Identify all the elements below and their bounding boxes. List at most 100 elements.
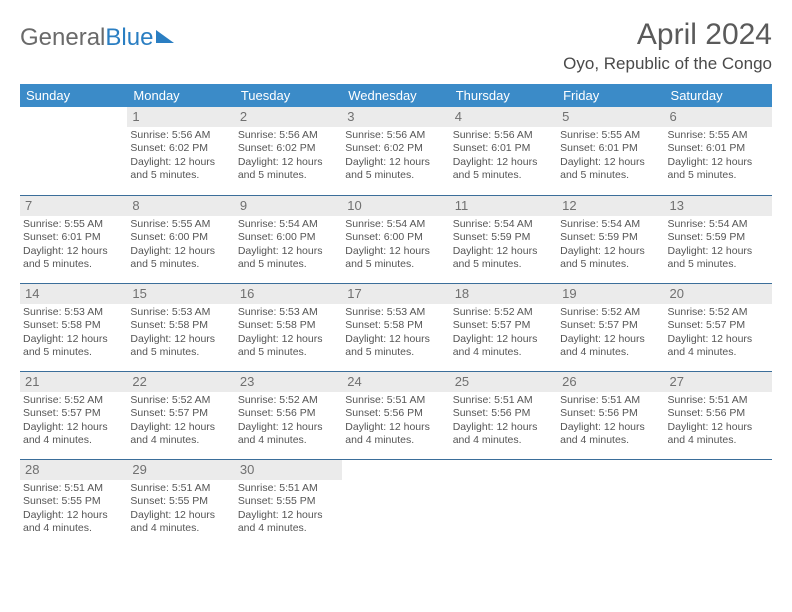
sunset-line: Sunset: 5:59 PM: [668, 231, 769, 244]
day-number: 30: [235, 460, 342, 480]
calendar-cell: [20, 107, 127, 195]
calendar-cell: 12Sunrise: 5:54 AMSunset: 5:59 PMDayligh…: [557, 195, 664, 283]
sunrise-line: Sunrise: 5:54 AM: [345, 218, 446, 231]
day-details: Sunrise: 5:52 AMSunset: 5:57 PMDaylight:…: [450, 304, 557, 363]
sunrise-line: Sunrise: 5:54 AM: [453, 218, 554, 231]
day-details: Sunrise: 5:54 AMSunset: 6:00 PMDaylight:…: [342, 216, 449, 275]
brand-logo: GeneralBlue: [20, 18, 174, 52]
daylight-line: Daylight: 12 hours and 5 minutes.: [23, 333, 124, 359]
calendar-cell: 11Sunrise: 5:54 AMSunset: 5:59 PMDayligh…: [450, 195, 557, 283]
day-details: Sunrise: 5:51 AMSunset: 5:55 PMDaylight:…: [127, 480, 234, 539]
day-number: 20: [665, 284, 772, 304]
sunset-line: Sunset: 6:00 PM: [238, 231, 339, 244]
sunrise-line: Sunrise: 5:54 AM: [668, 218, 769, 231]
day-number: 17: [342, 284, 449, 304]
calendar-cell: 14Sunrise: 5:53 AMSunset: 5:58 PMDayligh…: [20, 283, 127, 371]
sunset-line: Sunset: 5:56 PM: [560, 407, 661, 420]
day-details: Sunrise: 5:54 AMSunset: 6:00 PMDaylight:…: [235, 216, 342, 275]
calendar-row: 1Sunrise: 5:56 AMSunset: 6:02 PMDaylight…: [20, 107, 772, 195]
daylight-line: Daylight: 12 hours and 5 minutes.: [238, 156, 339, 182]
day-number: 27: [665, 372, 772, 392]
sunrise-line: Sunrise: 5:53 AM: [23, 306, 124, 319]
day-number: 29: [127, 460, 234, 480]
day-details: Sunrise: 5:52 AMSunset: 5:57 PMDaylight:…: [665, 304, 772, 363]
day-number: 2: [235, 107, 342, 127]
sunrise-line: Sunrise: 5:52 AM: [668, 306, 769, 319]
day-number: 9: [235, 196, 342, 216]
sunrise-line: Sunrise: 5:55 AM: [668, 129, 769, 142]
day-details: Sunrise: 5:52 AMSunset: 5:56 PMDaylight:…: [235, 392, 342, 451]
daylight-line: Daylight: 12 hours and 4 minutes.: [560, 333, 661, 359]
calendar-cell: 23Sunrise: 5:52 AMSunset: 5:56 PMDayligh…: [235, 371, 342, 459]
sunrise-line: Sunrise: 5:53 AM: [130, 306, 231, 319]
day-number: 13: [665, 196, 772, 216]
sunrise-line: Sunrise: 5:52 AM: [453, 306, 554, 319]
sunrise-line: Sunrise: 5:56 AM: [453, 129, 554, 142]
brand-triangle-icon: [156, 30, 174, 43]
sunrise-line: Sunrise: 5:51 AM: [668, 394, 769, 407]
daylight-line: Daylight: 12 hours and 5 minutes.: [130, 333, 231, 359]
day-details: Sunrise: 5:51 AMSunset: 5:56 PMDaylight:…: [665, 392, 772, 451]
sunset-line: Sunset: 5:57 PM: [560, 319, 661, 332]
day-number: 14: [20, 284, 127, 304]
calendar-cell: 30Sunrise: 5:51 AMSunset: 5:55 PMDayligh…: [235, 459, 342, 547]
daylight-line: Daylight: 12 hours and 5 minutes.: [238, 333, 339, 359]
day-number: 28: [20, 460, 127, 480]
sunset-line: Sunset: 5:57 PM: [130, 407, 231, 420]
daylight-line: Daylight: 12 hours and 5 minutes.: [453, 245, 554, 271]
day-details: Sunrise: 5:56 AMSunset: 6:02 PMDaylight:…: [235, 127, 342, 186]
daylight-line: Daylight: 12 hours and 5 minutes.: [453, 156, 554, 182]
day-number: 16: [235, 284, 342, 304]
calendar-body: 1Sunrise: 5:56 AMSunset: 6:02 PMDaylight…: [20, 107, 772, 547]
day-number: 18: [450, 284, 557, 304]
sunset-line: Sunset: 5:59 PM: [453, 231, 554, 244]
day-number: 12: [557, 196, 664, 216]
sunrise-line: Sunrise: 5:51 AM: [453, 394, 554, 407]
daylight-line: Daylight: 12 hours and 4 minutes.: [238, 509, 339, 535]
day-number: 8: [127, 196, 234, 216]
day-number: 24: [342, 372, 449, 392]
calendar-cell: 2Sunrise: 5:56 AMSunset: 6:02 PMDaylight…: [235, 107, 342, 195]
sunrise-line: Sunrise: 5:51 AM: [130, 482, 231, 495]
day-details: Sunrise: 5:55 AMSunset: 6:00 PMDaylight:…: [127, 216, 234, 275]
sunrise-line: Sunrise: 5:51 AM: [238, 482, 339, 495]
sunrise-line: Sunrise: 5:54 AM: [560, 218, 661, 231]
sunset-line: Sunset: 6:01 PM: [453, 142, 554, 155]
day-details: Sunrise: 5:51 AMSunset: 5:56 PMDaylight:…: [557, 392, 664, 451]
sunrise-line: Sunrise: 5:51 AM: [345, 394, 446, 407]
calendar-table: SundayMondayTuesdayWednesdayThursdayFrid…: [20, 84, 772, 547]
calendar-cell: 3Sunrise: 5:56 AMSunset: 6:02 PMDaylight…: [342, 107, 449, 195]
weekday-header: Tuesday: [235, 84, 342, 107]
calendar-cell: 22Sunrise: 5:52 AMSunset: 5:57 PMDayligh…: [127, 371, 234, 459]
sunrise-line: Sunrise: 5:56 AM: [238, 129, 339, 142]
calendar-cell: [342, 459, 449, 547]
weekday-header: Thursday: [450, 84, 557, 107]
day-number: 10: [342, 196, 449, 216]
sunset-line: Sunset: 6:01 PM: [560, 142, 661, 155]
sunset-line: Sunset: 5:55 PM: [23, 495, 124, 508]
header: GeneralBlue April 2024 Oyo, Republic of …: [20, 18, 772, 74]
day-number: 5: [557, 107, 664, 127]
calendar-cell: 29Sunrise: 5:51 AMSunset: 5:55 PMDayligh…: [127, 459, 234, 547]
daylight-line: Daylight: 12 hours and 4 minutes.: [130, 509, 231, 535]
daylight-line: Daylight: 12 hours and 4 minutes.: [23, 421, 124, 447]
day-number: 15: [127, 284, 234, 304]
calendar-cell: [450, 459, 557, 547]
day-details: Sunrise: 5:51 AMSunset: 5:55 PMDaylight:…: [20, 480, 127, 539]
brand-part1: General: [20, 24, 105, 52]
weekday-header: Saturday: [665, 84, 772, 107]
day-details: Sunrise: 5:56 AMSunset: 6:02 PMDaylight:…: [342, 127, 449, 186]
sunset-line: Sunset: 6:02 PM: [130, 142, 231, 155]
day-number: 26: [557, 372, 664, 392]
sunset-line: Sunset: 5:57 PM: [453, 319, 554, 332]
daylight-line: Daylight: 12 hours and 4 minutes.: [453, 421, 554, 447]
daylight-line: Daylight: 12 hours and 5 minutes.: [345, 245, 446, 271]
day-number: 25: [450, 372, 557, 392]
sunrise-line: Sunrise: 5:51 AM: [560, 394, 661, 407]
sunset-line: Sunset: 6:02 PM: [345, 142, 446, 155]
calendar-cell: 24Sunrise: 5:51 AMSunset: 5:56 PMDayligh…: [342, 371, 449, 459]
sunset-line: Sunset: 5:56 PM: [453, 407, 554, 420]
sunrise-line: Sunrise: 5:56 AM: [130, 129, 231, 142]
sunrise-line: Sunrise: 5:53 AM: [238, 306, 339, 319]
daylight-line: Daylight: 12 hours and 4 minutes.: [560, 421, 661, 447]
